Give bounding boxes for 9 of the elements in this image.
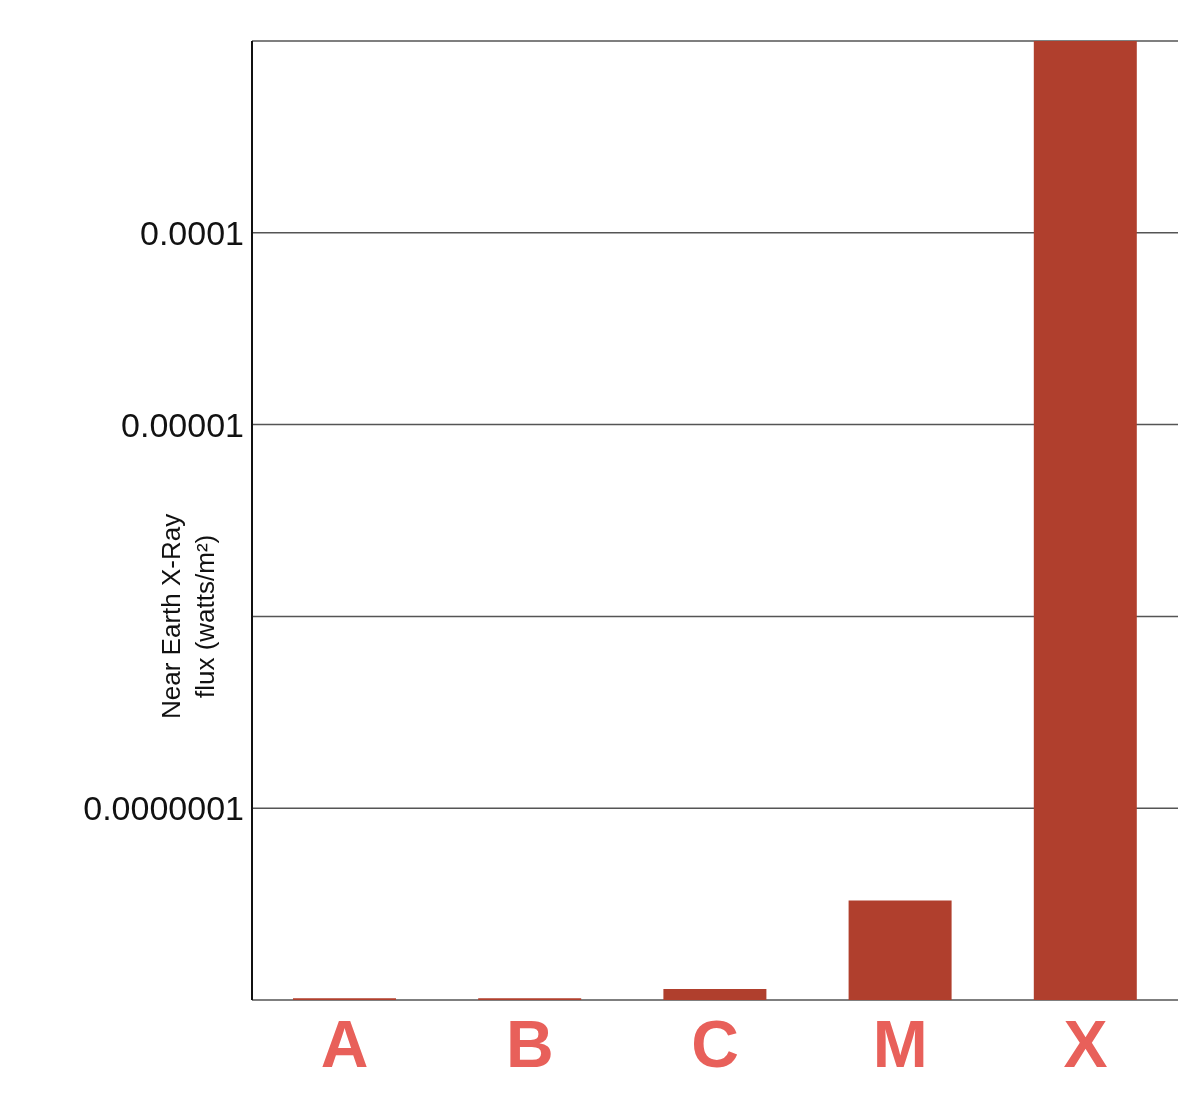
x-tick-label: M — [872, 1006, 928, 1081]
y-tick-label: 0.00001 — [121, 405, 244, 444]
x-tick-label: A — [320, 1006, 369, 1081]
y-tick-label: 0.0001 — [140, 213, 244, 252]
x-tick-label: X — [1063, 1006, 1108, 1081]
y-axis-title: Near Earth X-Ray flux (watts/m²) — [156, 513, 220, 719]
x-tick-label: B — [505, 1006, 554, 1081]
x-tick-label: C — [691, 1006, 739, 1081]
y-tick-label: 0.0000001 — [83, 789, 244, 828]
